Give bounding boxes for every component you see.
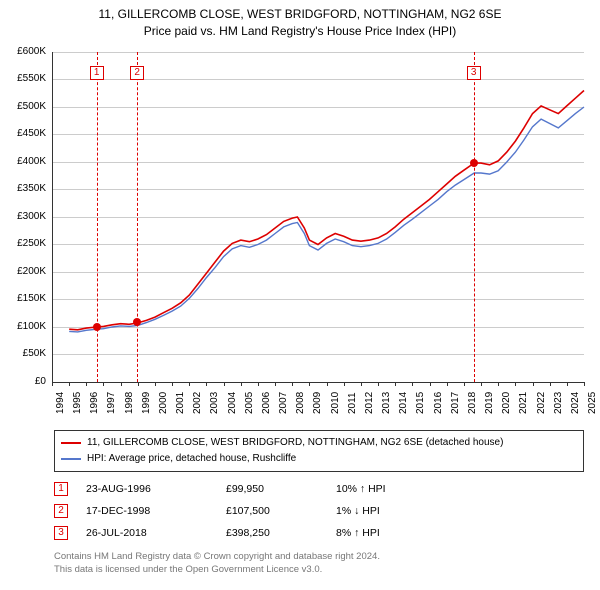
footer: Contains HM Land Registry data © Crown c… — [54, 550, 584, 577]
legend-item: HPI: Average price, detached house, Rush… — [61, 451, 577, 467]
table-row: 1 23-AUG-1996 £99,950 10% ↑ HPI — [54, 478, 584, 500]
chart-marker-dot — [93, 323, 101, 331]
legend: 11, GILLERCOMB CLOSE, WEST BRIDGFORD, NO… — [54, 430, 584, 472]
series-property — [69, 90, 584, 329]
chart-marker-box: 1 — [90, 66, 104, 80]
txn-date: 26-JUL-2018 — [86, 527, 226, 539]
chart-container: 11, GILLERCOMB CLOSE, WEST BRIDGFORD, NO… — [0, 0, 600, 586]
txn-marker-box: 1 — [54, 482, 68, 496]
legend-item: 11, GILLERCOMB CLOSE, WEST BRIDGFORD, NO… — [61, 435, 577, 451]
chart-marker-box: 3 — [467, 66, 481, 80]
header-address: 11, GILLERCOMB CLOSE, WEST BRIDGFORD, NO… — [6, 6, 594, 23]
chart-header: 11, GILLERCOMB CLOSE, WEST BRIDGFORD, NO… — [6, 6, 594, 40]
txn-marker-box: 2 — [54, 504, 68, 518]
line-series-svg — [6, 44, 594, 424]
header-subtitle: Price paid vs. HM Land Registry's House … — [6, 23, 594, 40]
chart-marker-box: 2 — [130, 66, 144, 80]
txn-marker-box: 3 — [54, 526, 68, 540]
chart-marker-dot — [133, 318, 141, 326]
legend-label: HPI: Average price, detached house, Rush… — [87, 451, 296, 467]
footer-line: This data is licensed under the Open Gov… — [54, 563, 584, 576]
txn-delta: 8% ↑ HPI — [336, 527, 446, 539]
txn-price: £398,250 — [226, 527, 336, 539]
transaction-table: 1 23-AUG-1996 £99,950 10% ↑ HPI 2 17-DEC… — [54, 478, 584, 544]
txn-price: £107,500 — [226, 505, 336, 517]
footer-line: Contains HM Land Registry data © Crown c… — [54, 550, 584, 563]
series-hpi — [69, 107, 584, 332]
legend-label: 11, GILLERCOMB CLOSE, WEST BRIDGFORD, NO… — [87, 435, 503, 451]
txn-delta: 10% ↑ HPI — [336, 483, 446, 495]
table-row: 3 26-JUL-2018 £398,250 8% ↑ HPI — [54, 522, 584, 544]
txn-delta: 1% ↓ HPI — [336, 505, 446, 517]
txn-date: 17-DEC-1998 — [86, 505, 226, 517]
txn-date: 23-AUG-1996 — [86, 483, 226, 495]
table-row: 2 17-DEC-1998 £107,500 1% ↓ HPI — [54, 500, 584, 522]
legend-swatch — [61, 442, 81, 444]
chart-area: £0£50K£100K£150K£200K£250K£300K£350K£400… — [6, 44, 594, 424]
txn-price: £99,950 — [226, 483, 336, 495]
chart-marker-dot — [470, 159, 478, 167]
legend-swatch — [61, 458, 81, 460]
